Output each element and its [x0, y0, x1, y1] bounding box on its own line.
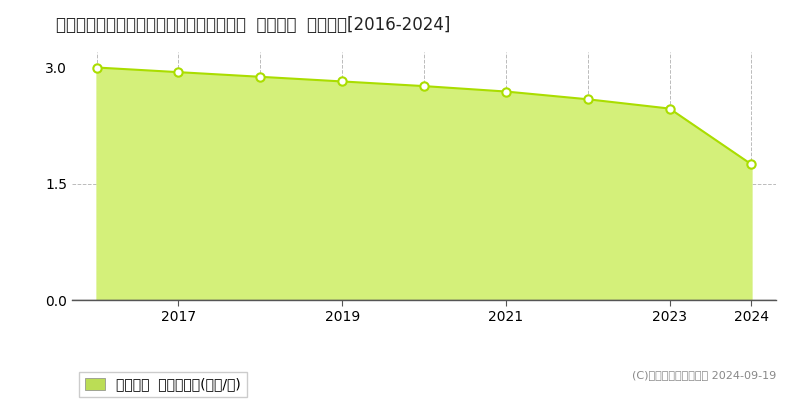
Text: 北海道常呂郡佐呂間町字永代町８８番１内  基準地価  地価推移[2016-2024]: 北海道常呂郡佐呂間町字永代町８８番１内 基準地価 地価推移[2016-2024]: [56, 16, 450, 34]
Legend: 基準地価  平均坪単価(万円/坪): 基準地価 平均坪単価(万円/坪): [79, 372, 246, 397]
Text: (C)土地価格ドットコム 2024-09-19: (C)土地価格ドットコム 2024-09-19: [632, 370, 776, 380]
